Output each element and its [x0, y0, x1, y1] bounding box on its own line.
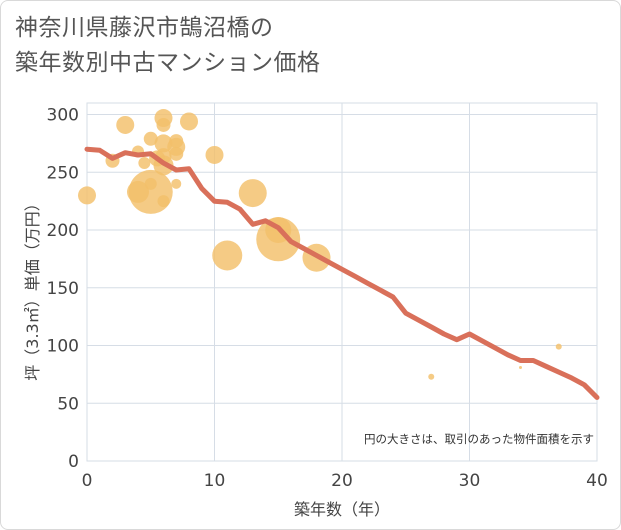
y-tick-label: 300	[47, 106, 79, 126]
y-tick-label: 200	[47, 221, 79, 241]
y-axis-label: 坪（3.3㎡）単価（万円）	[23, 195, 42, 380]
bubble-point	[555, 343, 562, 350]
bubble-point	[171, 178, 182, 189]
bubble-point	[78, 186, 96, 205]
chart-title-line-2: 築年数別中古マンション価格	[15, 50, 321, 76]
bubble-point	[238, 179, 267, 208]
bubble-point	[212, 240, 243, 271]
chart-title: 神奈川県藤沢市鵠沼橋の 築年数別中古マンション価格	[15, 11, 605, 81]
bubble-point	[428, 373, 435, 380]
bubble-point	[157, 195, 170, 208]
bubble-point	[180, 112, 198, 131]
y-tick-label: 0	[68, 452, 79, 472]
bubble-point	[169, 146, 184, 161]
y-tick-label: 50	[57, 394, 79, 414]
trend-line-series	[84, 146, 600, 400]
grid-lines	[86, 102, 598, 462]
y-tick-label: 100	[47, 337, 79, 357]
axis-ticks: 0 50 100 150 200 250 300 0 10 20 30 40	[47, 106, 608, 491]
x-tick-label: 40	[586, 471, 608, 491]
x-tick-label: 20	[331, 471, 353, 491]
bubble-point	[116, 115, 135, 134]
x-tick-label: 30	[459, 471, 481, 491]
bubble-series	[78, 109, 562, 380]
x-axis-label: 築年数（年）	[294, 500, 390, 519]
y-tick-label: 250	[47, 163, 79, 183]
bubble-point	[205, 145, 224, 164]
bubble-point	[138, 157, 151, 170]
x-tick-label: 0	[82, 471, 93, 491]
chart-title-line-1: 神奈川県藤沢市鵠沼橋の	[15, 15, 274, 41]
bubble-point	[143, 131, 158, 146]
bubble-point	[144, 177, 157, 190]
trend-line	[84, 146, 600, 400]
x-tick-label: 10	[204, 471, 226, 491]
bubble-point	[156, 117, 171, 132]
bubble-point	[128, 169, 173, 214]
y-tick-label: 150	[47, 279, 79, 299]
bubble-size-note: 円の大きさは、取引のあった物件面積を示す	[364, 432, 594, 446]
bubble-point	[519, 365, 522, 369]
